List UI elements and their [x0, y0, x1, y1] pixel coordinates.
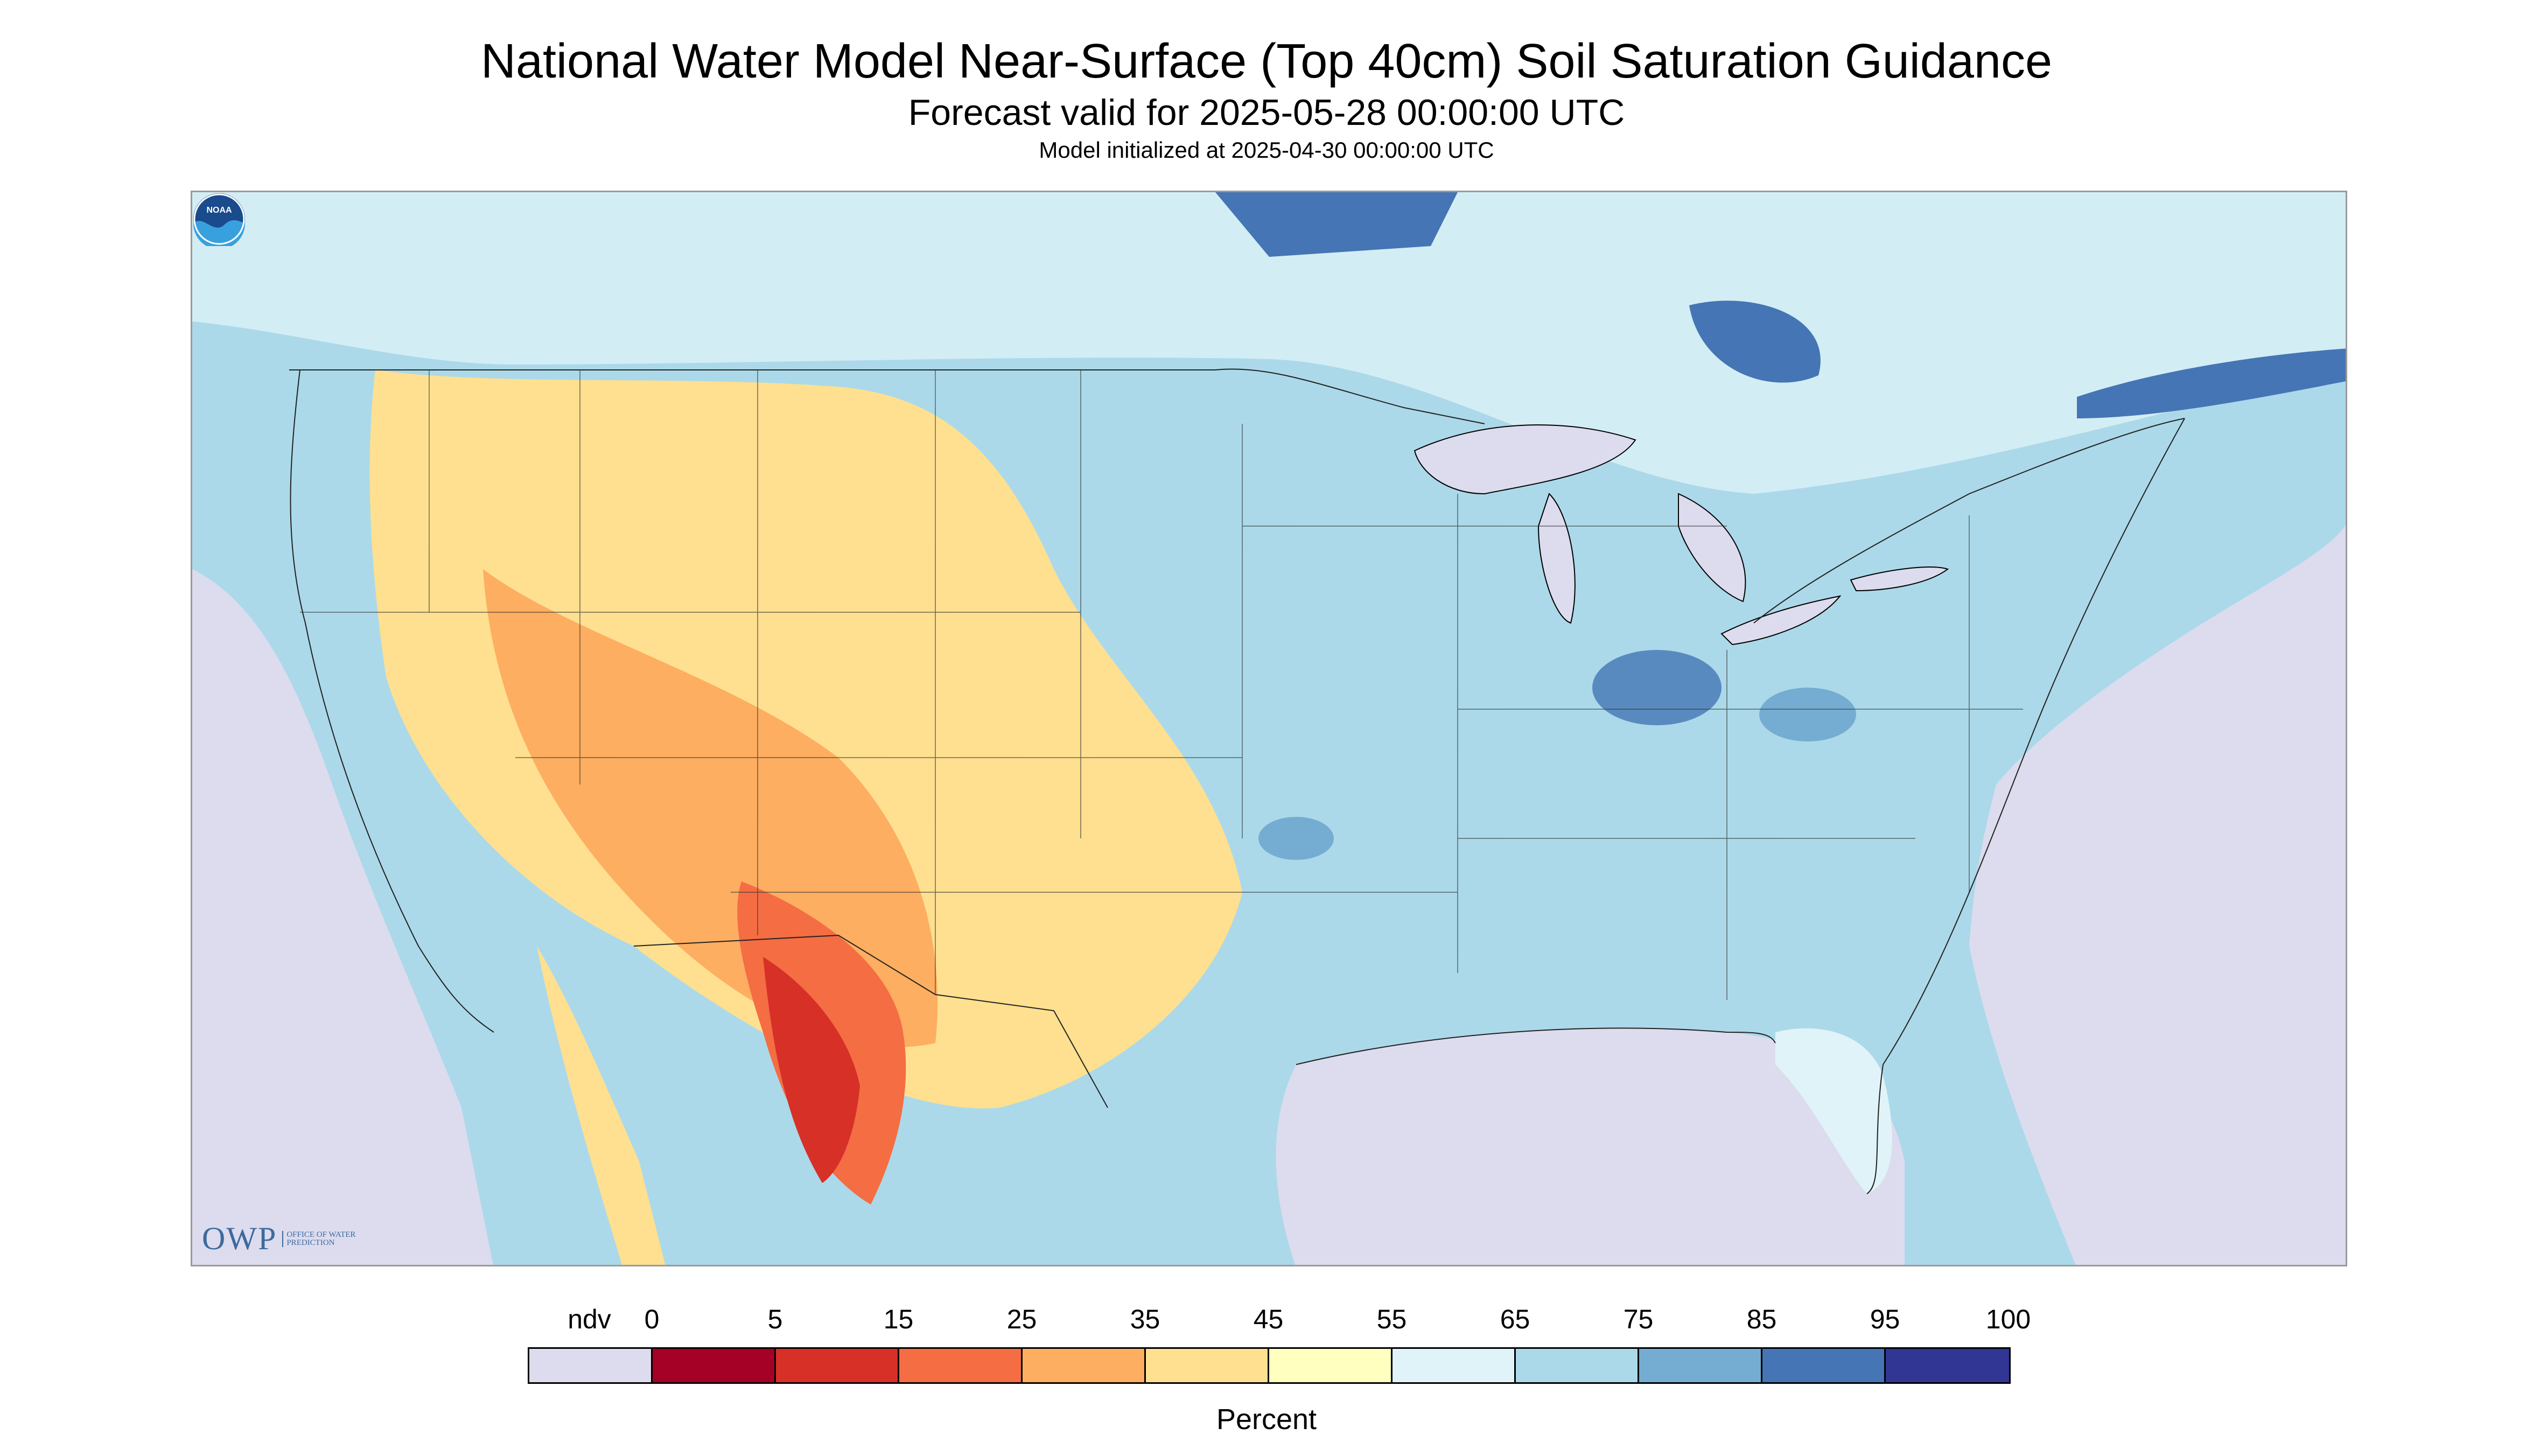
map-title: National Water Model Near-Surface (Top 4…	[480, 34, 2052, 88]
appalachia-wet-area	[1759, 688, 1856, 741]
legend-swatch	[1393, 1349, 1516, 1382]
legend-tick-label: 0	[644, 1304, 660, 1334]
owp-logo: OWP OFFICE OF WATER PREDICTION	[202, 1220, 362, 1257]
owp-logo-subtext: OFFICE OF WATER PREDICTION	[282, 1230, 362, 1247]
legend-tick-label: 45	[1253, 1304, 1284, 1334]
quebec-wet-area	[2077, 348, 2346, 418]
lake-superior	[1414, 424, 1636, 495]
legend-tick-label: 25	[1006, 1304, 1037, 1334]
legend-tick-label: 85	[1746, 1304, 1777, 1334]
baja-region	[537, 946, 666, 1265]
model-init-caption: Model initialized at 2025-04-30 00:00:00…	[1039, 137, 1494, 163]
legend-swatch	[1639, 1349, 1762, 1382]
legend-tick-label: 15	[883, 1304, 914, 1334]
legend-unit-label: Percent	[1216, 1403, 1317, 1436]
us-canada-border	[289, 368, 1485, 424]
gulf-coastline	[1296, 1027, 1776, 1065]
noaa-logo-text: NOAA	[206, 206, 232, 215]
west-coastline	[290, 369, 494, 1033]
color-legend: ndv 0 5 15 25 35 45 55 65 75 85 95 100	[528, 1303, 2031, 1389]
atlantic-ocean	[1969, 524, 2346, 1265]
lake-huron	[1678, 493, 1746, 603]
map-graphic	[192, 192, 2346, 1265]
legend-tick-label: 95	[1870, 1304, 1900, 1334]
pacific-ocean	[192, 569, 493, 1265]
legend-swatch	[1762, 1349, 1886, 1382]
legend-swatch	[1146, 1349, 1269, 1382]
legend-tick-label: 35	[1130, 1304, 1160, 1334]
ontario-wet-area	[1689, 300, 1821, 383]
legend-swatches	[528, 1347, 2011, 1384]
legend-tick-label: ndv	[568, 1304, 611, 1334]
east-coastline	[1866, 418, 2185, 1194]
legend-swatch	[776, 1349, 899, 1382]
us-canada-border-east	[1753, 418, 2185, 624]
legend-swatch	[1886, 1349, 2009, 1382]
lake-erie	[1720, 595, 1842, 646]
forecast-valid-subtitle: Forecast valid for 2025-05-28 00:00:00 U…	[908, 92, 1625, 133]
ozarks-wet-area	[1258, 817, 1334, 860]
soil-saturation-map: OWP OFFICE OF WATER PREDICTION NOAA	[191, 191, 2347, 1266]
owp-logo-text: OWP	[202, 1221, 277, 1256]
legend-tick-label: 65	[1500, 1304, 1530, 1334]
florida-region	[1775, 1028, 1892, 1194]
state-boundaries	[300, 370, 2023, 1000]
noaa-logo-icon: NOAA	[193, 193, 245, 246]
legend-swatch	[653, 1349, 776, 1382]
legend-swatch	[899, 1349, 1023, 1382]
legend-swatch	[1023, 1349, 1146, 1382]
legend-tick-label: 100	[1985, 1304, 2031, 1334]
mexico-driest-area	[763, 957, 860, 1183]
legend-swatch	[529, 1349, 653, 1382]
lake-ontario	[1850, 566, 1949, 592]
canada-region	[192, 192, 2346, 494]
ohio-valley-wet-area	[1592, 650, 1722, 725]
gulf-of-mexico	[1276, 1028, 1905, 1265]
legend-tick-label: 5	[767, 1304, 783, 1334]
legend-tick-label: 75	[1623, 1304, 1654, 1334]
legend-swatch	[1516, 1349, 1639, 1382]
hudson-bay-wet-area	[1215, 192, 1458, 257]
legend-tick-label: 55	[1376, 1304, 1407, 1334]
legend-swatch	[1269, 1349, 1393, 1382]
